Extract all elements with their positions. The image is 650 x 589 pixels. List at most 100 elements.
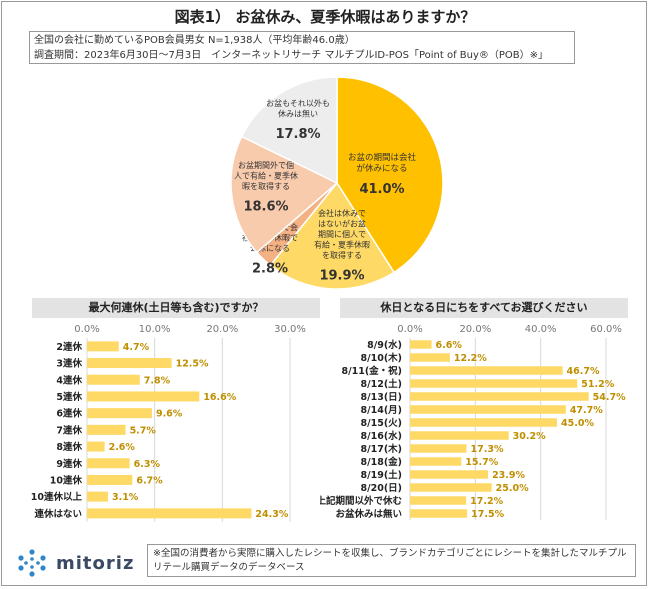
category-label: 8/20(日) xyxy=(361,483,402,494)
category-label: 8/19(土) xyxy=(361,469,402,481)
category-label: 3連休 xyxy=(56,358,82,370)
mitoriz-logo-text: mitoriz xyxy=(56,553,135,574)
bar xyxy=(87,391,200,402)
pie-slice-label-line: 人で有給・夏季休 xyxy=(234,171,298,181)
bar-value-label: 23.9% xyxy=(492,470,525,481)
bar-value-label: 24.3% xyxy=(255,509,288,520)
bar-value-label: 17.5% xyxy=(471,509,504,520)
pie-slice-label-line: お盆の期間は会社 xyxy=(348,152,417,163)
bar-value-label: 25.0% xyxy=(496,483,529,494)
bar-value-label: 54.7% xyxy=(593,392,626,403)
bar xyxy=(410,457,462,466)
bar xyxy=(410,353,450,362)
mitoriz-logo: mitoriz xyxy=(12,548,133,578)
pie-slice-label-line: を取得する xyxy=(322,250,362,260)
category-label: 10連休以上 xyxy=(31,491,83,503)
bar xyxy=(87,458,130,469)
bar-value-label: 2.6% xyxy=(109,442,136,453)
survey-note-line1: 全国の会社に勤めているPOB会員男女 N=1,938人（平均年齢46.0歳） xyxy=(34,35,355,46)
category-label: 7連休 xyxy=(56,424,82,436)
bar xyxy=(87,491,108,502)
pie-slice-value: 18.6% xyxy=(243,200,288,215)
pie-slice-label-line: 公休になる xyxy=(250,243,290,253)
bar-value-label: 30.2% xyxy=(513,431,546,442)
pie-slice-label-line: お盆もそれ以外も xyxy=(266,98,330,108)
bar xyxy=(87,474,133,485)
category-label: 連休はない xyxy=(34,508,82,520)
bar xyxy=(410,509,468,518)
x-tick-label: 0.0% xyxy=(74,324,99,335)
category-label: 8/14(月) xyxy=(361,405,402,416)
bar-value-label: 6.7% xyxy=(136,475,163,486)
category-label: 4連休 xyxy=(56,374,82,386)
pie-slice-label-line: はないがお盆 xyxy=(318,219,366,229)
x-tick-label: 10.0% xyxy=(139,324,171,335)
bar xyxy=(87,508,252,519)
bar-value-label: 45.0% xyxy=(561,418,594,429)
bar-value-label: 4.7% xyxy=(123,342,150,353)
pie-slice-value: 2.8% xyxy=(252,262,288,277)
bar xyxy=(410,496,467,505)
category-label: 10連休 xyxy=(50,474,83,486)
bar xyxy=(410,418,557,427)
pie-slice-value: 17.8% xyxy=(275,127,320,142)
pie-slice-label-line: 暇を取得する xyxy=(242,181,290,191)
bar xyxy=(410,379,578,388)
pie-slice-label-line: が休みになる xyxy=(356,163,407,174)
category-label: 2連休 xyxy=(56,341,82,353)
bar-value-label: 3.1% xyxy=(112,492,139,503)
bar xyxy=(410,392,589,401)
bar-chart-2: 0.0% 20.0% 40.0% 60.0% 8/9(水) 6.6% 8/10(木) 12.2… xyxy=(320,324,626,520)
bar-chart-1-title: 最大何連休(土日等も含む)ですか？ xyxy=(32,298,320,318)
bar-value-label: 15.7% xyxy=(465,457,498,468)
bar-value-label: 46.7% xyxy=(567,366,600,377)
footnote: ※全国の消費者から実際に購入したレシートを収集し、ブランドカテゴリごとにレシート… xyxy=(147,544,636,577)
bar-value-label: 7.8% xyxy=(144,375,171,386)
bar-chart-1: 0.0% 10.0% 20.0% 30.0% 2連休 4.7% 3連休 12.5% 4連休 7.8… xyxy=(31,324,306,522)
pie-slice-label-line: 会社は休みで xyxy=(318,208,366,218)
bar-chart-2-title: 休日となる日にちをすべてお選びください xyxy=(340,298,628,318)
bar xyxy=(410,483,492,492)
category-label: 8/10(木) xyxy=(361,352,402,364)
bar xyxy=(410,340,432,349)
bar xyxy=(87,441,105,452)
bar xyxy=(410,405,566,414)
bar xyxy=(87,374,140,385)
bar-value-label: 17.2% xyxy=(470,496,503,507)
x-tick-label: 60.0% xyxy=(590,324,622,335)
category-label: 8/13(日) xyxy=(361,392,402,403)
bar xyxy=(87,341,119,352)
bar xyxy=(87,358,172,369)
x-tick-label: 30.0% xyxy=(274,324,306,335)
category-label: 5連休 xyxy=(56,391,82,403)
bar xyxy=(410,366,563,375)
bar-value-label: 16.6% xyxy=(203,392,236,403)
survey-note-line2: 調査期間：2023年6月30日～7月3日 インターネットリサーチ マルチプルID… xyxy=(34,50,549,61)
pie-slice-label-line: お盆期間外で個 xyxy=(238,160,294,170)
figure-title: 図表1） お盆休み、夏季休暇はありますか？ xyxy=(174,8,476,26)
category-label: 8/17(木) xyxy=(361,443,402,455)
category-label: 8/18(金) xyxy=(361,456,402,468)
pie-slice xyxy=(269,181,396,290)
category-label: 9連休 xyxy=(56,458,82,470)
category-label: お盆休みは無い xyxy=(335,508,402,520)
bar-value-label: 51.2% xyxy=(581,379,614,390)
pie-slice-value: 19.9% xyxy=(319,269,364,284)
category-label: 8/16(水) xyxy=(361,430,402,442)
bar-value-label: 6.6% xyxy=(436,340,463,351)
category-label: 6連休 xyxy=(56,408,82,420)
pie-slice-label-line: 休みは無い xyxy=(278,109,318,119)
bar-value-label: 5.7% xyxy=(130,425,157,436)
pie-slice-value: 41.0% xyxy=(359,182,404,197)
x-tick-label: 20.0% xyxy=(206,324,238,335)
pie-slice xyxy=(240,76,338,185)
x-tick-label: 40.0% xyxy=(525,324,557,335)
pie-slice xyxy=(230,135,339,254)
pie-slice-label-line: 有給・夏季休暇 xyxy=(314,240,370,250)
bar-value-label: 6.3% xyxy=(134,459,161,470)
